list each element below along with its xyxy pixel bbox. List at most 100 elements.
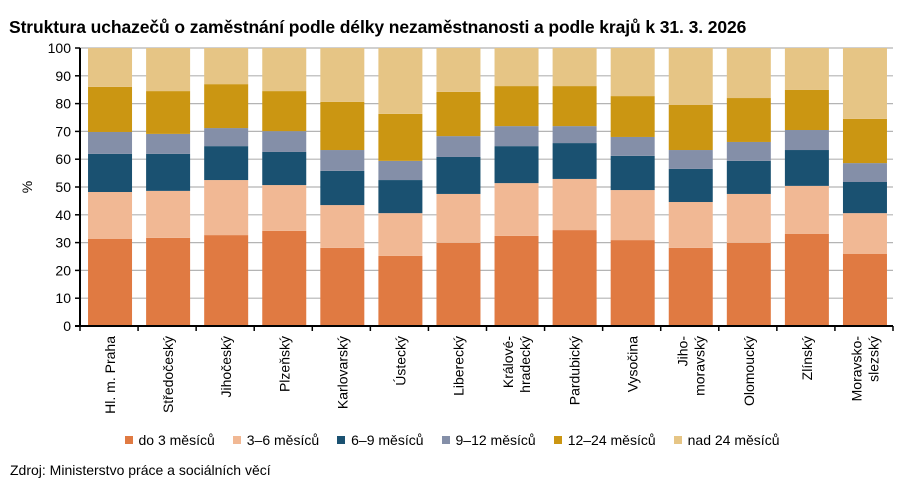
- bar-segment-3: [262, 151, 307, 186]
- x-tick-label-line: Moravsko-: [848, 336, 864, 402]
- legend-swatch: [124, 436, 133, 444]
- x-tick-label: Olomoucký: [741, 336, 757, 406]
- bar-segment-6: [204, 48, 249, 85]
- legend-item: 3–6 měsíců: [232, 432, 320, 448]
- bar-stack: [726, 48, 771, 326]
- bar-stack: [378, 48, 423, 326]
- y-tick-label: 100: [48, 40, 72, 56]
- bar-segment-5: [146, 91, 191, 134]
- bar-segment-5: [668, 104, 713, 151]
- legend-label: 12–24 měsíců: [567, 432, 656, 448]
- x-tick-label-line: Králové-: [500, 336, 516, 388]
- bar-segment-1: [610, 240, 655, 326]
- legend-swatch: [441, 436, 450, 444]
- y-tick-label: 80: [55, 96, 71, 112]
- bar-segment-2: [320, 205, 365, 248]
- y-tick-label: 30: [55, 235, 71, 251]
- bar-segment-2: [552, 178, 597, 231]
- bar-segment-2: [842, 213, 887, 254]
- bar-segment-1: [262, 230, 307, 326]
- x-tick-label: Jihočeský: [218, 336, 234, 397]
- x-tick-label-line: Plzeňský: [276, 336, 292, 392]
- bar-segment-5: [88, 86, 133, 132]
- bar-stack: [610, 48, 655, 326]
- x-tick-label-line: Jiho-: [674, 336, 690, 367]
- bar-segment-6: [146, 48, 191, 92]
- bar-segment-1: [204, 235, 249, 326]
- bar-segment-5: [204, 84, 249, 129]
- legend-swatch: [553, 436, 562, 444]
- bar-stack: [552, 48, 597, 326]
- bar-segment-1: [146, 237, 191, 326]
- bar-segment-4: [726, 141, 771, 161]
- bar-segment-2: [88, 192, 133, 239]
- bars: [88, 48, 887, 326]
- x-tick-label: Králové-hradecký: [500, 336, 533, 393]
- x-tick-label-line: moravský: [691, 336, 707, 396]
- y-tick-label: 70: [55, 123, 71, 139]
- legend: do 3 měsíců 3–6 měsíců 6–9 měsíců 9–12 měsí…: [0, 432, 904, 448]
- y-tick-label: 0: [63, 318, 71, 334]
- bar-segment-3: [436, 156, 481, 194]
- bar-segment-1: [552, 230, 597, 326]
- bar-segment-1: [784, 233, 829, 326]
- bar-segment-4: [436, 136, 481, 157]
- bar-segment-3: [494, 146, 539, 184]
- bar-segment-3: [610, 155, 655, 191]
- bar-segment-2: [204, 180, 249, 236]
- x-tick-label: Vysočina: [625, 336, 641, 393]
- source-note: Zdroj: Ministerstvo práce a sociálních v…: [10, 462, 271, 478]
- x-tick-label: Liberecký: [450, 336, 466, 396]
- y-tick-label: 40: [55, 207, 71, 223]
- bar-segment-2: [784, 185, 829, 234]
- bar-segment-6: [494, 48, 539, 87]
- bar-stack: [204, 48, 249, 326]
- x-tick-label: Karlovarský: [334, 336, 350, 409]
- bar-segment-2: [668, 202, 713, 248]
- bar-segment-2: [726, 193, 771, 243]
- x-tick-label-line: hradecký: [517, 336, 533, 393]
- x-tick-label-line: Ústecký: [392, 336, 408, 386]
- bar-segment-4: [320, 150, 365, 171]
- bar-segment-5: [842, 118, 887, 164]
- x-tick-label-line: Zlínský: [799, 336, 815, 380]
- bar-segment-3: [146, 153, 191, 191]
- x-tick-label: Jiho-moravský: [674, 336, 707, 396]
- legend-label: 3–6 měsíců: [246, 432, 320, 448]
- bar-stack: [320, 48, 365, 326]
- legend-item: 6–9 měsíců: [337, 432, 424, 448]
- bar-segment-4: [784, 130, 829, 151]
- bar-segment-6: [610, 48, 655, 97]
- bar-segment-5: [262, 91, 307, 132]
- bar-segment-5: [552, 86, 597, 127]
- bar-segment-5: [784, 89, 829, 131]
- bar-segment-4: [552, 126, 597, 144]
- x-tick-label-line: Středočeský: [160, 336, 176, 413]
- bar-segment-6: [320, 48, 365, 102]
- legend-item: 12–24 měsíců: [553, 432, 656, 448]
- bar-segment-3: [842, 181, 887, 214]
- bar-segment-1: [842, 253, 887, 326]
- legend-label: nad 24 měsíců: [687, 432, 780, 448]
- x-tick-labels: Hl. m. Praha Středočeský Jihočeský Plzeňský…: [102, 336, 881, 414]
- x-tick-label: Zlínský: [799, 336, 815, 380]
- bar-segment-3: [320, 170, 365, 206]
- bar-segment-1: [726, 242, 771, 326]
- bar-segment-1: [378, 255, 423, 326]
- y-tick-label: 20: [55, 262, 71, 278]
- y-tick-labels: 0 10 20 30 40 50 60 70 80 90 100: [48, 40, 72, 334]
- bar-segment-2: [378, 213, 423, 256]
- bar-segment-2: [146, 190, 191, 238]
- bar-segment-3: [552, 143, 597, 179]
- bar-segment-6: [552, 48, 597, 87]
- y-axis-label: %: [19, 181, 35, 193]
- bar-segment-4: [378, 160, 423, 181]
- bar-segment-4: [88, 131, 133, 154]
- x-tick-label-line: slezský: [865, 336, 881, 382]
- bar-segment-1: [668, 247, 713, 326]
- bar-stack: [88, 48, 133, 326]
- x-tick-label-line: Jihočeský: [218, 336, 234, 397]
- legend-swatch: [673, 436, 682, 444]
- bar-segment-3: [784, 150, 829, 186]
- bar-segment-5: [610, 96, 655, 137]
